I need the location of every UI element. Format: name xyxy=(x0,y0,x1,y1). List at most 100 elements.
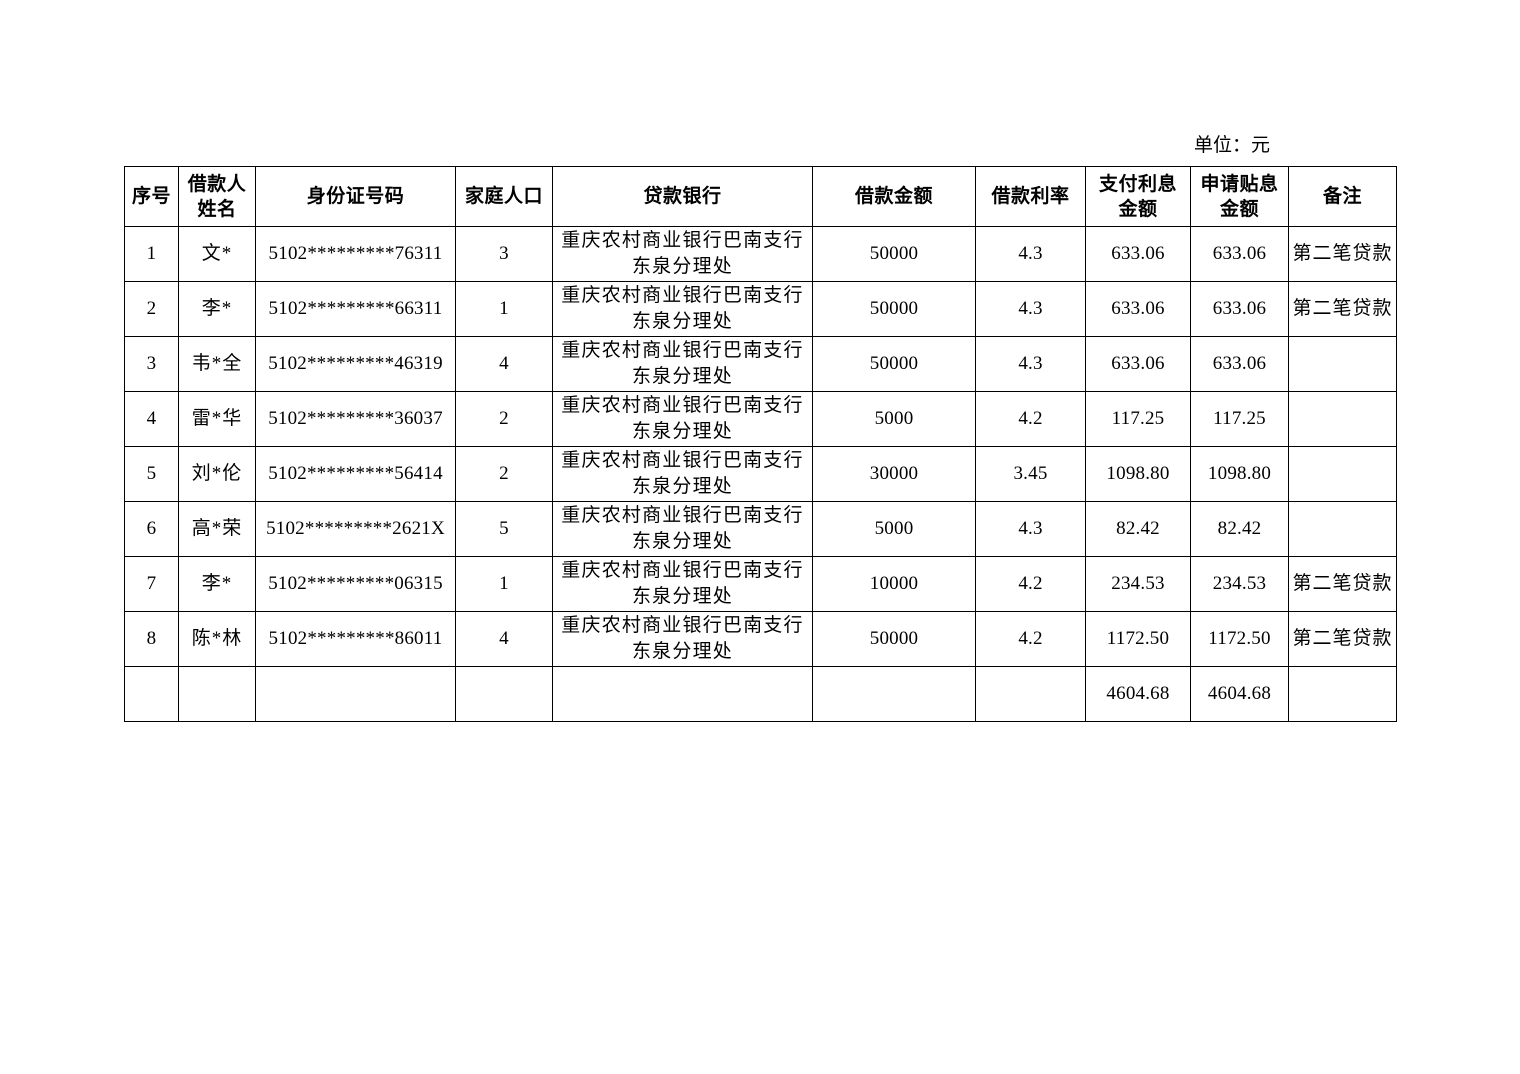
table-row: 5 刘*伦 5102*********56414 2 重庆农村商业银行巴南支行 … xyxy=(124,446,1397,502)
cell-loan-rate: 3.45 xyxy=(975,446,1086,502)
cell-loan-bank-line1: 重庆农村商业银行巴南支行 xyxy=(561,505,804,526)
unit-caption: 单位：元 xyxy=(1193,135,1270,156)
cell-interest-paid: 1098.80 xyxy=(1085,446,1191,502)
cell-loan-bank-line2: 东泉分理处 xyxy=(631,311,733,332)
column-header-borrower-name-line2: 姓名 xyxy=(197,198,237,220)
total-cell-seq xyxy=(124,666,179,722)
cell-loan-amount: 50000 xyxy=(812,226,976,282)
cell-loan-bank-line2: 东泉分理处 xyxy=(631,421,733,442)
cell-seq: 5 xyxy=(124,446,179,502)
cell-loan-bank: 重庆农村商业银行巴南支行 东泉分理处 xyxy=(552,501,813,557)
column-header-interest-paid-line2: 金额 xyxy=(1118,198,1158,220)
cell-loan-amount: 5000 xyxy=(812,391,976,447)
column-header-seq: 序号 xyxy=(124,166,179,227)
cell-seq: 3 xyxy=(124,336,179,392)
total-cell-loan-bank xyxy=(552,666,813,722)
cell-loan-amount: 50000 xyxy=(812,281,976,337)
cell-interest-paid: 633.06 xyxy=(1085,226,1191,282)
cell-interest-paid: 117.25 xyxy=(1085,391,1191,447)
column-header-subsidy-applied: 申请贴息 金额 xyxy=(1190,166,1289,227)
cell-remark xyxy=(1288,336,1397,392)
cell-loan-bank-line1: 重庆农村商业银行巴南支行 xyxy=(561,340,804,361)
cell-subsidy-applied: 633.06 xyxy=(1190,281,1289,337)
cell-borrower-name: 陈*林 xyxy=(178,611,256,667)
table-row: 4 雷*华 5102*********36037 2 重庆农村商业银行巴南支行 … xyxy=(124,391,1397,447)
cell-loan-bank-line2: 东泉分理处 xyxy=(631,476,733,497)
column-header-subsidy-applied-line1: 申请贴息 xyxy=(1200,173,1279,195)
cell-loan-amount: 5000 xyxy=(812,501,976,557)
total-cell-id-number xyxy=(255,666,456,722)
column-header-loan-bank: 贷款银行 xyxy=(552,166,813,227)
cell-loan-bank-line1: 重庆农村商业银行巴南支行 xyxy=(561,395,804,416)
cell-loan-bank-line1: 重庆农村商业银行巴南支行 xyxy=(561,450,804,471)
table-row: 2 李* 5102*********66311 1 重庆农村商业银行巴南支行 东… xyxy=(124,281,1397,337)
table-header-row: 序号 借款人 姓名 身份证号码 家庭人口 贷款银行 借款金额 借款利率 支付利息… xyxy=(124,166,1397,227)
cell-subsidy-applied: 1172.50 xyxy=(1190,611,1289,667)
cell-family-population: 1 xyxy=(455,281,553,337)
cell-borrower-name: 韦*全 xyxy=(178,336,256,392)
cell-borrower-name: 雷*华 xyxy=(178,391,256,447)
total-cell-interest-paid: 4604.68 xyxy=(1085,666,1191,722)
cell-family-population: 1 xyxy=(455,556,553,612)
cell-loan-bank: 重庆农村商业银行巴南支行 东泉分理处 xyxy=(552,611,813,667)
cell-id-number: 5102*********36037 xyxy=(255,391,456,447)
cell-loan-amount: 50000 xyxy=(812,611,976,667)
cell-loan-bank: 重庆农村商业银行巴南支行 东泉分理处 xyxy=(552,226,813,282)
cell-id-number: 5102*********2621X xyxy=(255,501,456,557)
cell-family-population: 4 xyxy=(455,336,553,392)
total-cell-remark xyxy=(1288,666,1397,722)
cell-subsidy-applied: 1098.80 xyxy=(1190,446,1289,502)
cell-borrower-name: 刘*伦 xyxy=(178,446,256,502)
cell-family-population: 4 xyxy=(455,611,553,667)
cell-remark: 第二笔贷款 xyxy=(1288,611,1397,667)
column-header-loan-rate: 借款利率 xyxy=(975,166,1086,227)
cell-loan-bank-line2: 东泉分理处 xyxy=(631,586,733,607)
cell-remark xyxy=(1288,501,1397,557)
cell-loan-amount: 10000 xyxy=(812,556,976,612)
column-header-subsidy-applied-line2: 金额 xyxy=(1219,198,1259,220)
cell-loan-bank-line1: 重庆农村商业银行巴南支行 xyxy=(561,230,804,251)
table-row: 8 陈*林 5102*********86011 4 重庆农村商业银行巴南支行 … xyxy=(124,611,1397,667)
loan-subsidy-table: 序号 借款人 姓名 身份证号码 家庭人口 贷款银行 借款金额 借款利率 支付利息… xyxy=(124,166,1397,722)
cell-loan-rate: 4.2 xyxy=(975,556,1086,612)
cell-loan-bank-line2: 东泉分理处 xyxy=(631,531,733,552)
cell-loan-bank: 重庆农村商业银行巴南支行 东泉分理处 xyxy=(552,391,813,447)
table-row: 3 韦*全 5102*********46319 4 重庆农村商业银行巴南支行 … xyxy=(124,336,1397,392)
cell-borrower-name: 李* xyxy=(178,556,256,612)
cell-loan-rate: 4.3 xyxy=(975,336,1086,392)
cell-interest-paid: 234.53 xyxy=(1085,556,1191,612)
column-header-borrower-name-line1: 借款人 xyxy=(187,173,247,195)
cell-loan-bank-line1: 重庆农村商业银行巴南支行 xyxy=(561,615,804,636)
column-header-borrower-name: 借款人 姓名 xyxy=(178,166,256,227)
cell-remark: 第二笔贷款 xyxy=(1288,556,1397,612)
cell-subsidy-applied: 117.25 xyxy=(1190,391,1289,447)
cell-borrower-name: 高*荣 xyxy=(178,501,256,557)
cell-id-number: 5102*********56414 xyxy=(255,446,456,502)
cell-seq: 1 xyxy=(124,226,179,282)
cell-borrower-name: 文* xyxy=(178,226,256,282)
table-body: 1 文* 5102*********76311 3 重庆农村商业银行巴南支行 东… xyxy=(124,226,1397,722)
table-row: 7 李* 5102*********06315 1 重庆农村商业银行巴南支行 东… xyxy=(124,556,1397,612)
cell-subsidy-applied: 633.06 xyxy=(1190,226,1289,282)
cell-family-population: 3 xyxy=(455,226,553,282)
total-cell-borrower-name xyxy=(178,666,256,722)
cell-family-population: 5 xyxy=(455,501,553,557)
cell-loan-amount: 50000 xyxy=(812,336,976,392)
cell-loan-bank: 重庆农村商业银行巴南支行 东泉分理处 xyxy=(552,336,813,392)
total-cell-subsidy-applied: 4604.68 xyxy=(1190,666,1289,722)
cell-loan-rate: 4.2 xyxy=(975,391,1086,447)
cell-loan-amount: 30000 xyxy=(812,446,976,502)
cell-subsidy-applied: 82.42 xyxy=(1190,501,1289,557)
cell-id-number: 5102*********46319 xyxy=(255,336,456,392)
cell-seq: 2 xyxy=(124,281,179,337)
total-cell-loan-rate xyxy=(975,666,1086,722)
cell-remark xyxy=(1288,391,1397,447)
cell-remark: 第二笔贷款 xyxy=(1288,281,1397,337)
column-header-family-population: 家庭人口 xyxy=(455,166,553,227)
cell-interest-paid: 1172.50 xyxy=(1085,611,1191,667)
total-cell-loan-amount xyxy=(812,666,976,722)
column-header-remark: 备注 xyxy=(1288,166,1397,227)
cell-remark: 第二笔贷款 xyxy=(1288,226,1397,282)
cell-family-population: 2 xyxy=(455,391,553,447)
cell-id-number: 5102*********66311 xyxy=(255,281,456,337)
